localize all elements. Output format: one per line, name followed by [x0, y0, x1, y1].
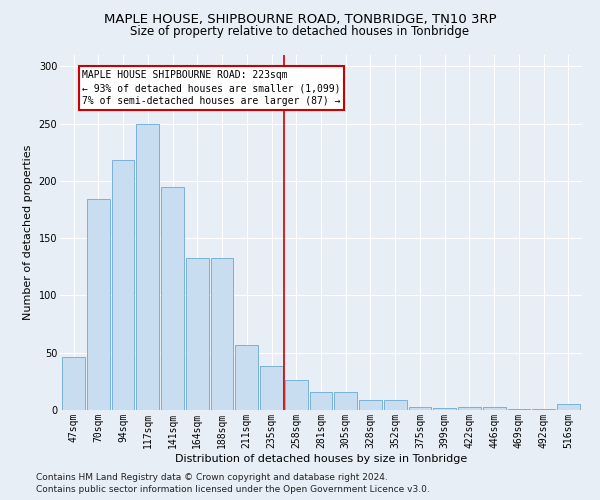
Text: MAPLE HOUSE, SHIPBOURNE ROAD, TONBRIDGE, TN10 3RP: MAPLE HOUSE, SHIPBOURNE ROAD, TONBRIDGE,…: [104, 12, 496, 26]
Bar: [87, 200, 110, 410]
Text: Contains HM Land Registry data © Crown copyright and database right 2024.: Contains HM Land Registry data © Crown c…: [36, 474, 388, 482]
Bar: [334, 392, 357, 410]
Bar: [310, 392, 332, 410]
Text: Size of property relative to detached houses in Tonbridge: Size of property relative to detached ho…: [130, 25, 470, 38]
Bar: [161, 186, 184, 410]
Bar: [458, 406, 481, 410]
Bar: [483, 406, 506, 410]
Bar: [260, 366, 283, 410]
Bar: [557, 404, 580, 410]
Y-axis label: Number of detached properties: Number of detached properties: [23, 145, 33, 320]
X-axis label: Distribution of detached houses by size in Tonbridge: Distribution of detached houses by size …: [175, 454, 467, 464]
Bar: [235, 344, 258, 410]
Bar: [186, 258, 209, 410]
Bar: [211, 258, 233, 410]
Bar: [508, 409, 530, 410]
Bar: [285, 380, 308, 410]
Text: MAPLE HOUSE SHIPBOURNE ROAD: 223sqm
← 93% of detached houses are smaller (1,099): MAPLE HOUSE SHIPBOURNE ROAD: 223sqm ← 93…: [82, 70, 341, 106]
Bar: [136, 124, 159, 410]
Bar: [384, 400, 407, 410]
Bar: [409, 406, 431, 410]
Text: Contains public sector information licensed under the Open Government Licence v3: Contains public sector information licen…: [36, 485, 430, 494]
Bar: [433, 408, 456, 410]
Bar: [532, 409, 555, 410]
Bar: [112, 160, 134, 410]
Bar: [62, 358, 85, 410]
Bar: [359, 400, 382, 410]
